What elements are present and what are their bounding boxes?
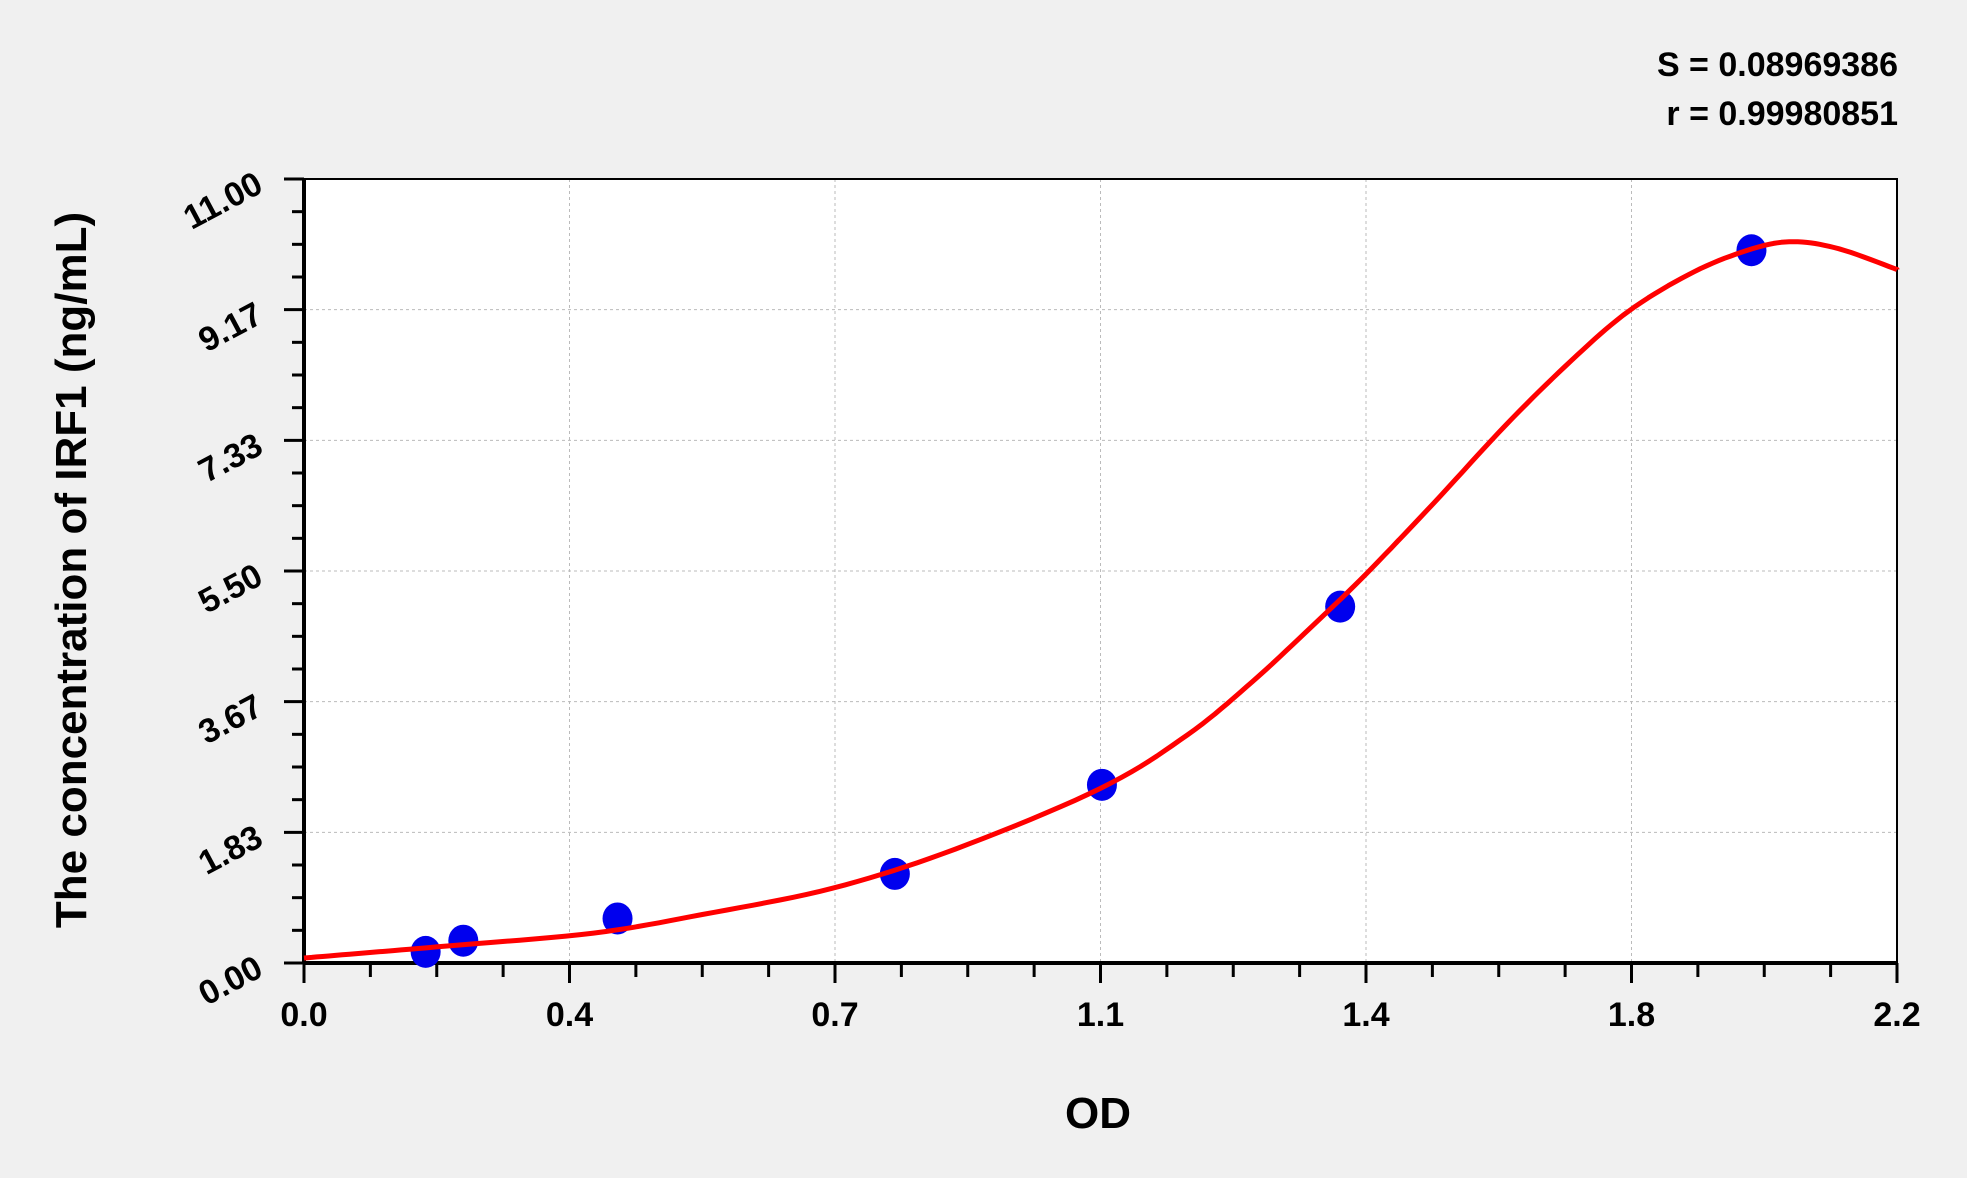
data-point	[448, 924, 479, 957]
y-tick-label: 1.83	[192, 818, 268, 883]
x-tick-label: 0.7	[811, 996, 858, 1034]
y-tick-label: 7.33	[192, 426, 268, 491]
y-tick-label: 11.00	[177, 165, 268, 238]
stat-r: r = 0.99980851	[1666, 95, 1898, 133]
x-axis-title: OD	[1065, 1089, 1131, 1138]
y-tick-label: 3.67	[192, 687, 268, 752]
x-tick-label: 1.8	[1608, 996, 1655, 1034]
x-tick-label: 0.0	[280, 996, 327, 1034]
x-tick-labels: 0.0 0.4 0.7 1.1 1.4 1.8 2.2	[280, 996, 1920, 1034]
data-point	[1325, 590, 1356, 623]
data-points	[410, 234, 1767, 968]
x-tick-label: 1.1	[1077, 996, 1124, 1034]
x-tick-label: 2.2	[1873, 996, 1920, 1034]
y-tick-label: 5.50	[192, 557, 268, 622]
y-tick-labels: 0.00 1.83 3.67 5.50 7.33 9.17 11.00	[177, 165, 268, 1014]
y-axis-title: The concentration of IRF1 (ng/mL)	[47, 212, 96, 928]
data-point	[410, 935, 441, 968]
x-tick-label: 1.4	[1342, 996, 1389, 1034]
y-tick-label: 0.00	[192, 949, 268, 1014]
y-tick-label: 9.17	[192, 295, 268, 360]
fit-curve	[303, 239, 1900, 961]
stat-s: S = 0.08969386	[1657, 46, 1898, 84]
x-tick-label: 0.4	[546, 996, 593, 1034]
